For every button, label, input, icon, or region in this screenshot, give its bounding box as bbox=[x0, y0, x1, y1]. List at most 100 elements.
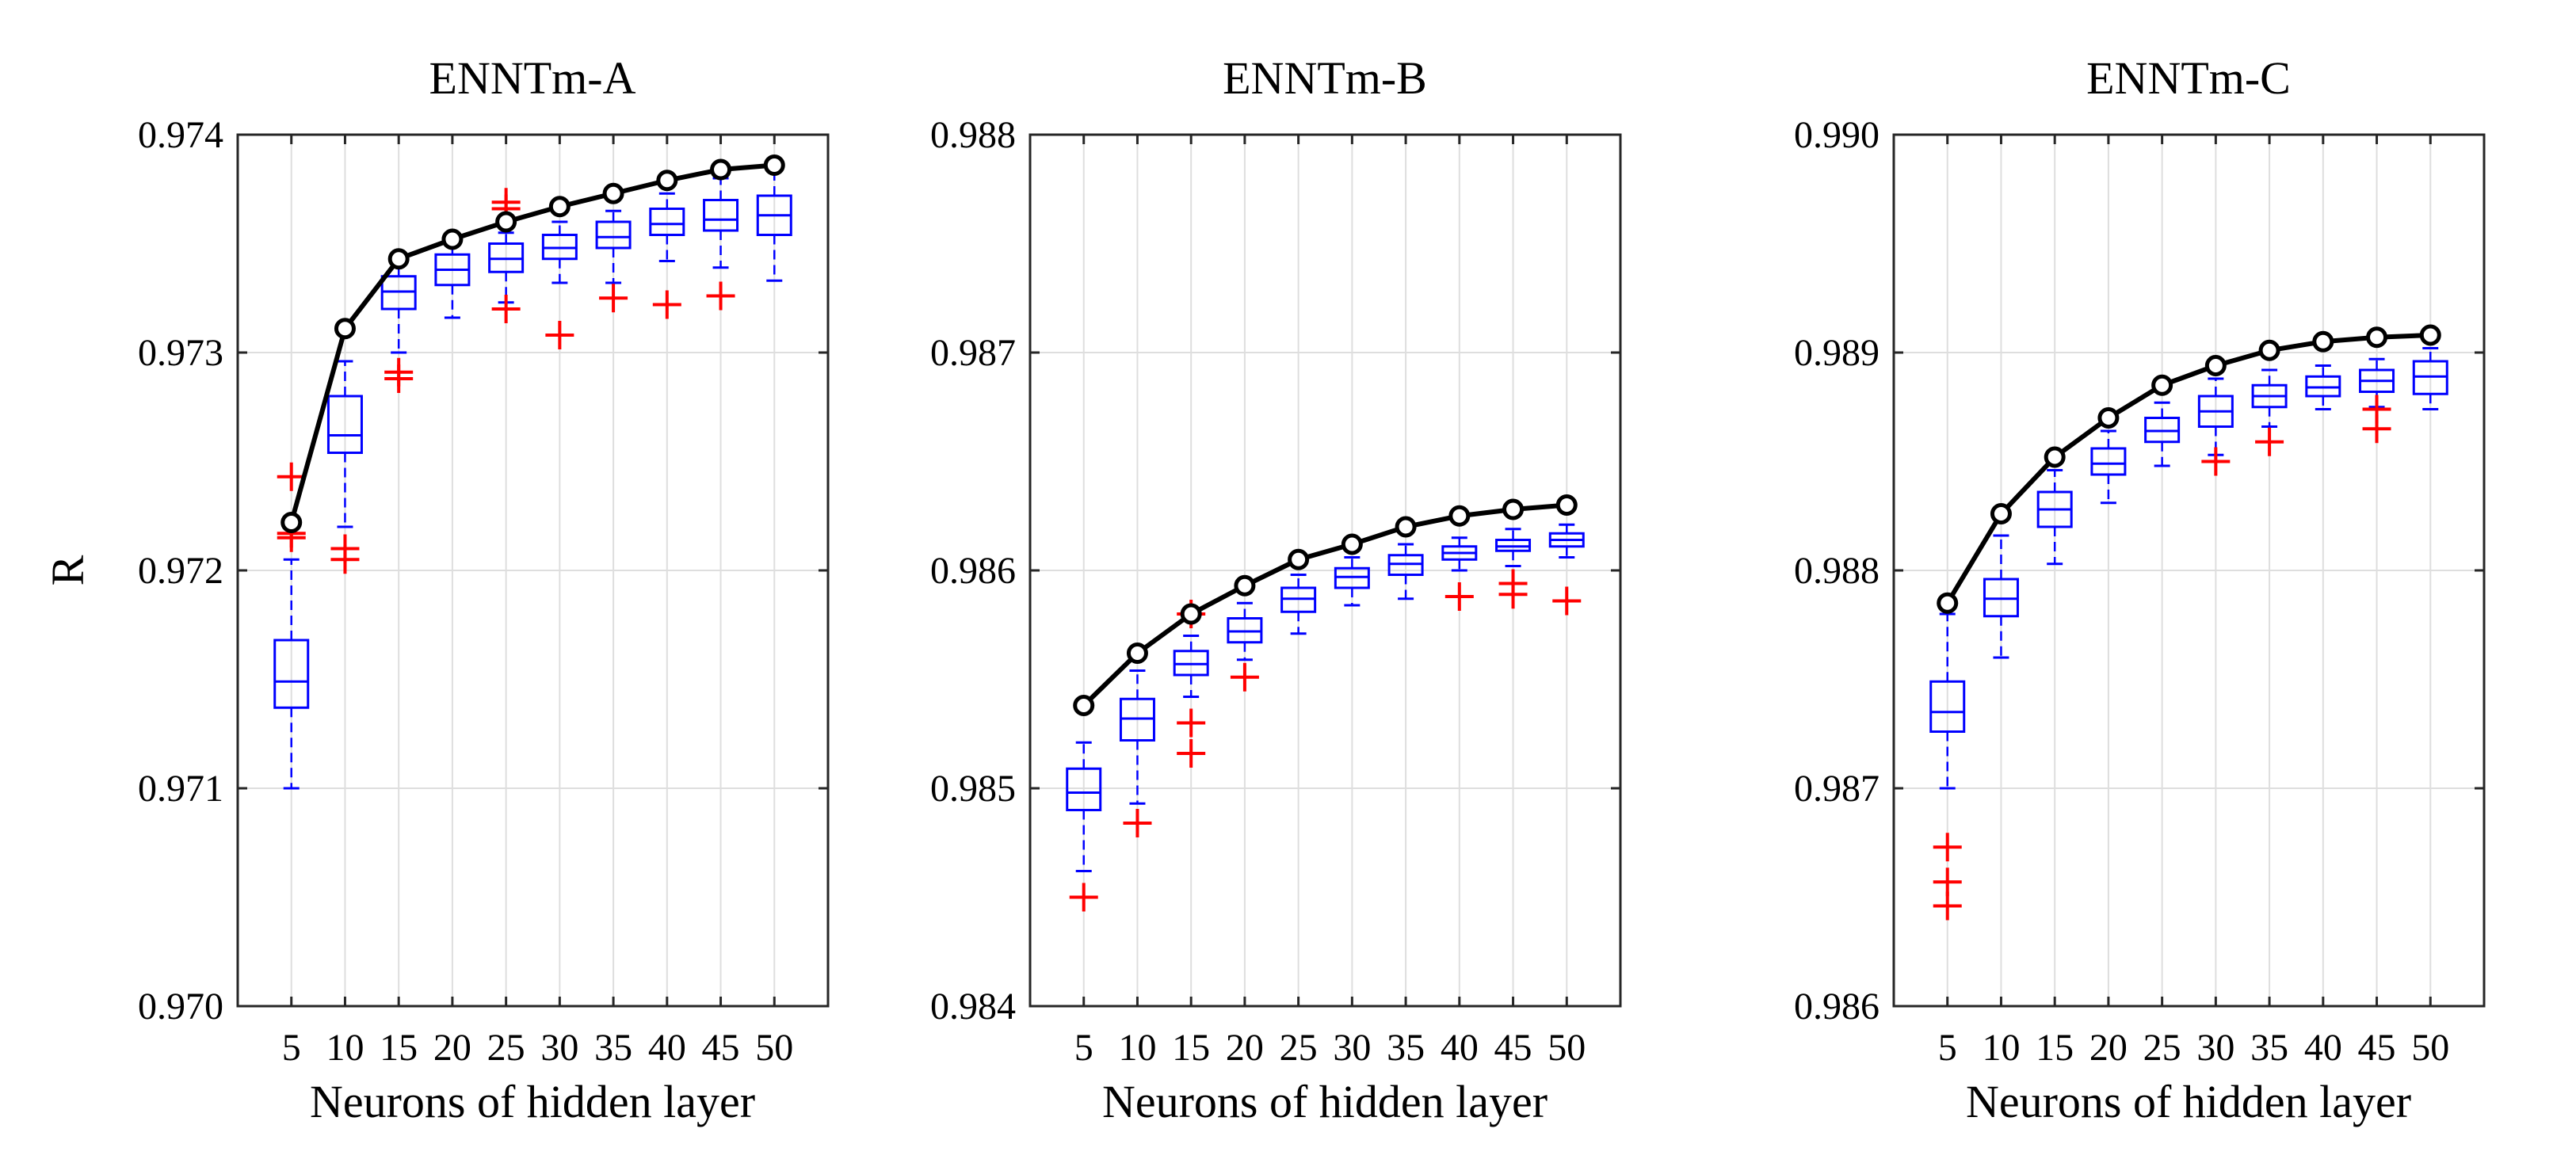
y-tick-label: 0.986 bbox=[930, 550, 1016, 592]
outlier-marker bbox=[1552, 586, 1582, 616]
y-tick-label: 0.970 bbox=[138, 986, 223, 1028]
boxplot-10 bbox=[1119, 669, 1155, 837]
y-tick-label: 0.990 bbox=[1794, 114, 1880, 156]
x-axis-label: Neurons of hidden layer bbox=[310, 1076, 755, 1127]
x-tick-label: 5 bbox=[1938, 1027, 1957, 1069]
max-value-point bbox=[1448, 505, 1471, 527]
boxplot-50 bbox=[2412, 347, 2448, 410]
axes-frame bbox=[1028, 133, 1622, 1008]
y-tick-label: 0.986 bbox=[1794, 986, 1880, 1028]
panel-ennt-c: ENNTm-C 0.986 0.987 0.988 0.989 0.990 5 10 15 20… bbox=[1794, 52, 2486, 1127]
x-tick-label: 30 bbox=[2196, 1027, 2234, 1069]
outlier-marker bbox=[277, 462, 306, 491]
max-value-point bbox=[548, 196, 571, 218]
max-value-point bbox=[2097, 407, 2120, 429]
outlier-marker bbox=[1498, 569, 1528, 598]
box-iqr bbox=[1929, 680, 1966, 733]
max-value-point bbox=[441, 228, 464, 250]
x-axis-label: Neurons of hidden layer bbox=[1102, 1076, 1548, 1127]
max-value-point bbox=[710, 158, 732, 181]
max-value-point bbox=[1126, 643, 1148, 664]
x-tick-label: 25 bbox=[487, 1027, 525, 1069]
max-value-point bbox=[1395, 516, 1417, 538]
y-tick-label: 0.987 bbox=[1794, 768, 1880, 810]
max-value-point bbox=[1502, 498, 1525, 520]
max-value-line bbox=[1945, 333, 2431, 604]
panel-title: ENNTm-C bbox=[2086, 52, 2291, 104]
boxplot-25 bbox=[1280, 574, 1317, 635]
y-tick-label: 0.971 bbox=[138, 768, 223, 810]
max-value-point bbox=[2151, 374, 2173, 396]
boxplot-45 bbox=[703, 177, 739, 311]
outlier-marker bbox=[1444, 582, 1474, 611]
y-tick-label: 0.973 bbox=[138, 332, 223, 374]
boxplot-35 bbox=[2251, 368, 2288, 456]
x-tick-label: 5 bbox=[1074, 1027, 1093, 1069]
max-value-point bbox=[2258, 339, 2280, 361]
x-tick-label: 10 bbox=[1982, 1027, 2020, 1069]
outlier-marker bbox=[1069, 883, 1098, 912]
max-value-point bbox=[387, 248, 410, 270]
boxplot-20 bbox=[2090, 429, 2127, 505]
max-value-point bbox=[1990, 503, 2012, 524]
boxplot-30 bbox=[2197, 377, 2234, 476]
boxplot-45 bbox=[2359, 357, 2395, 444]
x-tick-label: 40 bbox=[1441, 1027, 1479, 1069]
max-value-line bbox=[288, 162, 775, 524]
x-tick-label: 15 bbox=[380, 1027, 418, 1069]
x-tick-label: 35 bbox=[594, 1027, 632, 1069]
outlier-marker bbox=[1933, 833, 1962, 862]
outlier-marker bbox=[1230, 662, 1259, 692]
boxplot-10 bbox=[1983, 534, 2019, 659]
boxplot-40 bbox=[649, 192, 685, 319]
panel-ennt-b: ENNTm-B 0.984 0.985 0.986 0.987 0.988 5 10 15 20… bbox=[930, 52, 1622, 1127]
box-iqr bbox=[326, 395, 363, 454]
boxplot-5 bbox=[1929, 612, 1966, 921]
boxplot-30 bbox=[541, 220, 578, 349]
x-tick-label: 25 bbox=[1280, 1027, 1318, 1069]
boxplot-40 bbox=[1441, 536, 1478, 611]
x-tick-label: 50 bbox=[2411, 1027, 2449, 1069]
axes-frame bbox=[1892, 133, 2486, 1008]
axes-frame bbox=[236, 133, 830, 1008]
max-value-point bbox=[1234, 574, 1256, 597]
outlier-marker bbox=[1933, 867, 1962, 897]
panel-title: ENNTm-A bbox=[429, 52, 636, 104]
outlier-marker bbox=[330, 534, 360, 563]
x-tick-label: 45 bbox=[702, 1027, 740, 1069]
y-tick-label: 0.985 bbox=[930, 768, 1016, 810]
outlier-marker bbox=[706, 281, 735, 311]
max-value-point bbox=[2044, 446, 2066, 468]
max-value-line bbox=[1082, 502, 1567, 707]
x-axis-label: Neurons of hidden layer bbox=[1966, 1076, 2411, 1127]
boxplot-20 bbox=[1227, 601, 1263, 692]
x-tick-label: 25 bbox=[2143, 1027, 2181, 1069]
outlier-marker bbox=[1177, 739, 1206, 768]
x-tick-label: 40 bbox=[2304, 1027, 2342, 1069]
x-tick-label: 5 bbox=[282, 1027, 301, 1069]
y-tick-label: 0.987 bbox=[930, 332, 1016, 374]
max-value-point bbox=[1555, 494, 1578, 516]
x-tick-label: 15 bbox=[2036, 1027, 2074, 1069]
outlier-marker bbox=[1123, 809, 1152, 837]
max-value-point bbox=[1937, 592, 1959, 614]
max-value-point bbox=[763, 154, 785, 176]
y-tick-label: 0.972 bbox=[138, 550, 223, 592]
x-tick-label: 20 bbox=[1226, 1027, 1264, 1069]
max-value-point bbox=[2312, 330, 2334, 353]
x-tick-label: 30 bbox=[1333, 1027, 1371, 1069]
y-tick-label: 0.988 bbox=[930, 114, 1016, 156]
box-iqr bbox=[595, 220, 632, 250]
x-tick-label: 35 bbox=[2250, 1027, 2288, 1069]
outlier-marker bbox=[2362, 395, 2391, 424]
x-tick-label: 50 bbox=[755, 1027, 793, 1069]
x-tick-label: 45 bbox=[2358, 1027, 2396, 1069]
panel-title: ENNTm-B bbox=[1223, 52, 1427, 104]
boxplot-35 bbox=[595, 209, 632, 313]
x-tick-label: 35 bbox=[1387, 1027, 1425, 1069]
boxplot-5 bbox=[1066, 741, 1102, 912]
max-value-point bbox=[2204, 355, 2227, 376]
max-value-point bbox=[334, 318, 356, 340]
y-tick-label: 0.974 bbox=[138, 114, 223, 156]
